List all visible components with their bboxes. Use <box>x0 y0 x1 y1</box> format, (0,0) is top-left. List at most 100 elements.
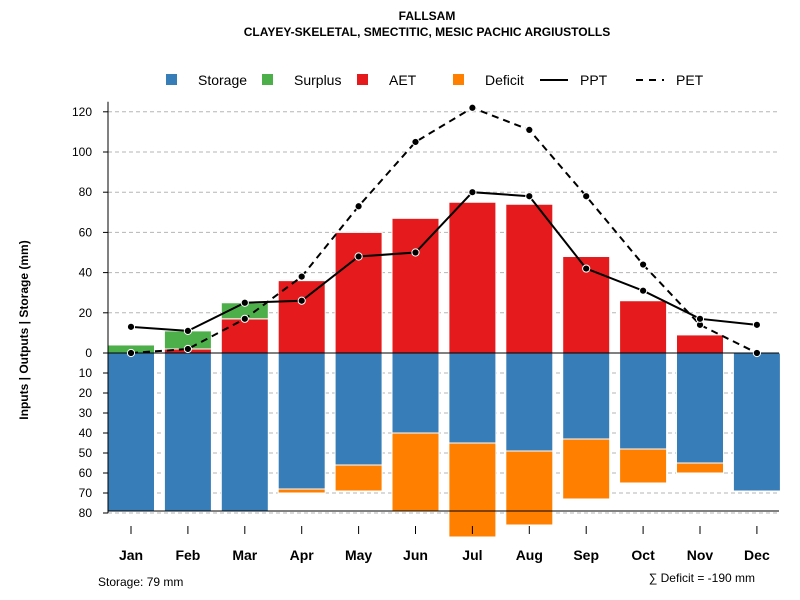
y-tick-label: 20 <box>79 306 93 320</box>
pet-point <box>525 125 534 134</box>
storage-bar <box>505 352 554 452</box>
pet-point <box>582 192 591 201</box>
pet-point <box>752 348 762 358</box>
x-tick-label: Sep <box>573 547 599 563</box>
aet-bar <box>220 318 269 354</box>
ppt-point <box>468 188 477 197</box>
aet-bar <box>619 300 668 354</box>
deficit-bar <box>334 464 383 492</box>
storage-legend-label: Storage <box>198 72 247 88</box>
deficit-bar <box>391 432 440 512</box>
y-tick-label: 60 <box>79 466 93 480</box>
deficit-legend-label: Deficit <box>485 72 524 88</box>
ppt-point <box>582 264 591 273</box>
x-tick-label: Mar <box>232 547 257 563</box>
ppt-legend-label: PPT <box>580 72 608 88</box>
aet-legend-swatch <box>357 74 368 85</box>
pet-point <box>468 103 477 112</box>
surplus-legend-swatch <box>262 74 273 85</box>
ppt-point <box>126 322 136 331</box>
y-axis-label: Inputs | Outputs | Storage (mm) <box>17 240 31 419</box>
storage-note: Storage: 79 mm <box>98 575 183 589</box>
aet-bar <box>334 231 383 354</box>
storage-bar <box>391 352 440 434</box>
storage-bar <box>732 352 781 492</box>
y-tick-label: 80 <box>79 506 93 520</box>
storage-bar <box>163 352 212 512</box>
ppt-point <box>752 320 762 329</box>
x-tick-label: Feb <box>175 547 200 563</box>
x-tick-label: Jan <box>119 547 143 563</box>
y-tick-label: 50 <box>79 446 93 460</box>
aet-bar <box>448 201 497 354</box>
legend: Storage Surplus AET Deficit PPT PET <box>166 72 704 88</box>
x-tick-label: Jun <box>403 547 428 563</box>
y-tick-label: 10 <box>79 366 93 380</box>
aet-bar <box>277 280 326 354</box>
pet-point <box>354 202 363 211</box>
ppt-point <box>695 314 705 323</box>
y-tick-label: 0 <box>85 346 92 360</box>
storage-bar <box>277 352 326 490</box>
deficit-bar <box>619 448 668 484</box>
chart-title: FALLSAM <box>399 9 456 23</box>
ppt-point <box>240 298 249 307</box>
x-tick-label: Nov <box>687 547 714 563</box>
y-tick-label: 40 <box>79 426 93 440</box>
pet-point <box>297 272 306 281</box>
pet-point <box>126 348 136 358</box>
pet-point <box>183 344 192 354</box>
ppt-point <box>354 252 363 261</box>
deficit-legend-swatch <box>453 74 464 85</box>
x-tick-label: Aug <box>516 547 543 563</box>
deficit-bar <box>505 450 554 526</box>
y-tick-label: 120 <box>72 105 92 119</box>
ppt-point <box>297 296 306 305</box>
y-tick-label: 100 <box>72 145 92 159</box>
aet-bar <box>505 203 554 354</box>
y-tick-label: 60 <box>79 225 93 239</box>
ppt-point <box>525 192 534 201</box>
pet-line <box>130 106 758 354</box>
x-tick-label: May <box>345 547 372 563</box>
bars-layer <box>107 201 781 538</box>
storage-bar <box>220 352 269 512</box>
aet-bar <box>391 217 440 354</box>
y-tick-label: 30 <box>79 406 93 420</box>
pet-point <box>240 314 249 323</box>
x-tick-label: Jul <box>462 547 482 563</box>
storage-bar <box>562 352 611 440</box>
ppt-point <box>183 326 192 335</box>
y-tick-label: 20 <box>79 386 93 400</box>
deficit-bar <box>277 488 326 494</box>
ppt-point <box>411 248 420 257</box>
pet-point <box>639 260 648 269</box>
x-tick-label: Apr <box>290 547 315 563</box>
surplus-legend-label: Surplus <box>294 72 341 88</box>
deficit-note: ∑ Deficit = -190 mm <box>649 571 755 585</box>
storage-bar <box>334 352 383 466</box>
ppt-point <box>639 286 648 295</box>
aet-legend-label: AET <box>389 72 417 88</box>
lines-layer <box>126 103 762 358</box>
deficit-bar <box>448 442 497 538</box>
storage-bar <box>107 352 155 512</box>
deficit-bar <box>676 462 724 474</box>
storage-bar <box>448 352 497 444</box>
y-tick-label: 70 <box>79 486 93 500</box>
storage-bar <box>619 352 668 450</box>
y-tick-label: 40 <box>79 266 93 280</box>
pet-legend-label: PET <box>676 72 704 88</box>
x-tick-label: Oct <box>631 547 655 563</box>
axes: 0 20 40 60 80 100 120 10 20 30 40 50 60 70 80 Jan Feb Mar… <box>72 101 779 563</box>
x-tick-label: Dec <box>744 547 770 563</box>
storage-legend-swatch <box>166 74 177 85</box>
y-tick-label: 80 <box>79 185 93 199</box>
deficit-bar <box>562 438 611 500</box>
pet-point <box>411 137 420 147</box>
aet-bar <box>676 334 724 354</box>
storage-bar <box>676 352 724 464</box>
chart-subtitle: CLAYEY-SKELETAL, SMECTITIC, MESIC PACHIC… <box>244 25 610 39</box>
ppt-line <box>130 191 758 332</box>
